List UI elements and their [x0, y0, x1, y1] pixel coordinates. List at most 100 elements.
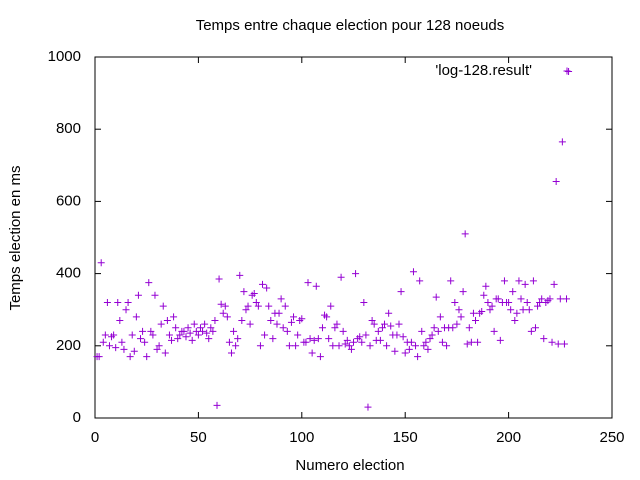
point — [199, 327, 207, 335]
point — [484, 298, 492, 306]
point — [531, 324, 539, 332]
point — [550, 280, 558, 288]
point — [480, 291, 488, 299]
point — [467, 338, 475, 346]
point — [486, 306, 494, 314]
point — [285, 342, 293, 350]
point — [333, 320, 341, 328]
point — [101, 331, 109, 339]
point — [145, 279, 153, 287]
point — [366, 342, 374, 350]
point — [277, 295, 285, 303]
point — [287, 318, 295, 326]
point — [370, 320, 378, 328]
point — [519, 306, 527, 314]
point — [114, 298, 122, 306]
point — [174, 335, 182, 343]
point — [453, 320, 461, 328]
point — [507, 306, 515, 314]
point — [521, 280, 529, 288]
point — [213, 401, 221, 409]
legend-marker — [563, 67, 571, 75]
point — [496, 336, 504, 344]
point — [513, 309, 521, 317]
point — [540, 335, 548, 343]
x-tick-label: 200 — [496, 429, 521, 446]
point — [256, 342, 264, 350]
point — [463, 340, 471, 348]
point — [294, 331, 302, 339]
point — [207, 324, 215, 332]
point — [347, 345, 355, 353]
point — [147, 327, 155, 335]
point — [436, 313, 444, 321]
point — [186, 329, 194, 337]
point — [163, 317, 171, 325]
point — [515, 277, 523, 285]
point — [426, 335, 434, 343]
point — [126, 353, 134, 361]
point — [360, 298, 368, 306]
point — [159, 302, 167, 310]
point — [397, 288, 405, 296]
point — [136, 335, 144, 343]
point — [290, 313, 298, 321]
point — [244, 302, 252, 310]
point — [509, 288, 517, 296]
point — [500, 277, 508, 285]
point — [170, 313, 178, 321]
point — [318, 324, 326, 332]
point — [246, 320, 254, 328]
point — [412, 342, 420, 350]
point — [227, 349, 235, 357]
point — [141, 338, 149, 346]
point — [424, 345, 432, 353]
point — [304, 279, 312, 287]
point — [265, 302, 273, 310]
point — [552, 178, 560, 186]
point — [482, 282, 490, 290]
point — [534, 302, 542, 310]
point — [352, 270, 360, 278]
point — [536, 298, 544, 306]
point — [217, 300, 225, 308]
y-tick-label: 800 — [56, 120, 81, 137]
point — [192, 327, 200, 335]
point — [225, 338, 233, 346]
point — [494, 295, 502, 303]
point — [455, 306, 463, 314]
point — [316, 353, 324, 361]
point — [517, 295, 525, 303]
point — [143, 353, 151, 361]
point — [310, 336, 318, 344]
point — [337, 273, 345, 281]
point — [306, 335, 314, 343]
point — [343, 336, 351, 344]
point — [122, 306, 130, 314]
point — [155, 342, 163, 350]
point — [474, 338, 482, 346]
legend-label: 'log-128.result' — [435, 62, 532, 79]
point — [209, 327, 217, 335]
point — [447, 277, 455, 285]
point — [451, 298, 459, 306]
point — [223, 313, 231, 321]
point — [153, 345, 161, 353]
y-tick-label: 600 — [56, 192, 81, 209]
point — [391, 347, 399, 355]
point — [407, 338, 415, 346]
point — [432, 293, 440, 301]
point — [327, 302, 335, 310]
point — [308, 349, 316, 357]
point — [356, 333, 364, 341]
point — [134, 291, 142, 299]
point — [548, 338, 556, 346]
point — [449, 324, 457, 332]
point — [358, 338, 366, 346]
point — [364, 403, 372, 411]
point — [267, 317, 275, 325]
point — [414, 353, 422, 361]
point — [259, 280, 267, 288]
point — [132, 313, 140, 321]
point — [120, 345, 128, 353]
